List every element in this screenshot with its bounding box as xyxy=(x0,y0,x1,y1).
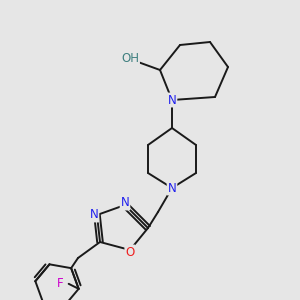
Text: F: F xyxy=(57,277,64,290)
Text: OH: OH xyxy=(121,52,139,64)
Text: N: N xyxy=(168,182,176,194)
Text: N: N xyxy=(168,94,176,106)
Text: O: O xyxy=(125,245,135,259)
Text: N: N xyxy=(90,208,98,221)
Text: N: N xyxy=(121,196,129,209)
